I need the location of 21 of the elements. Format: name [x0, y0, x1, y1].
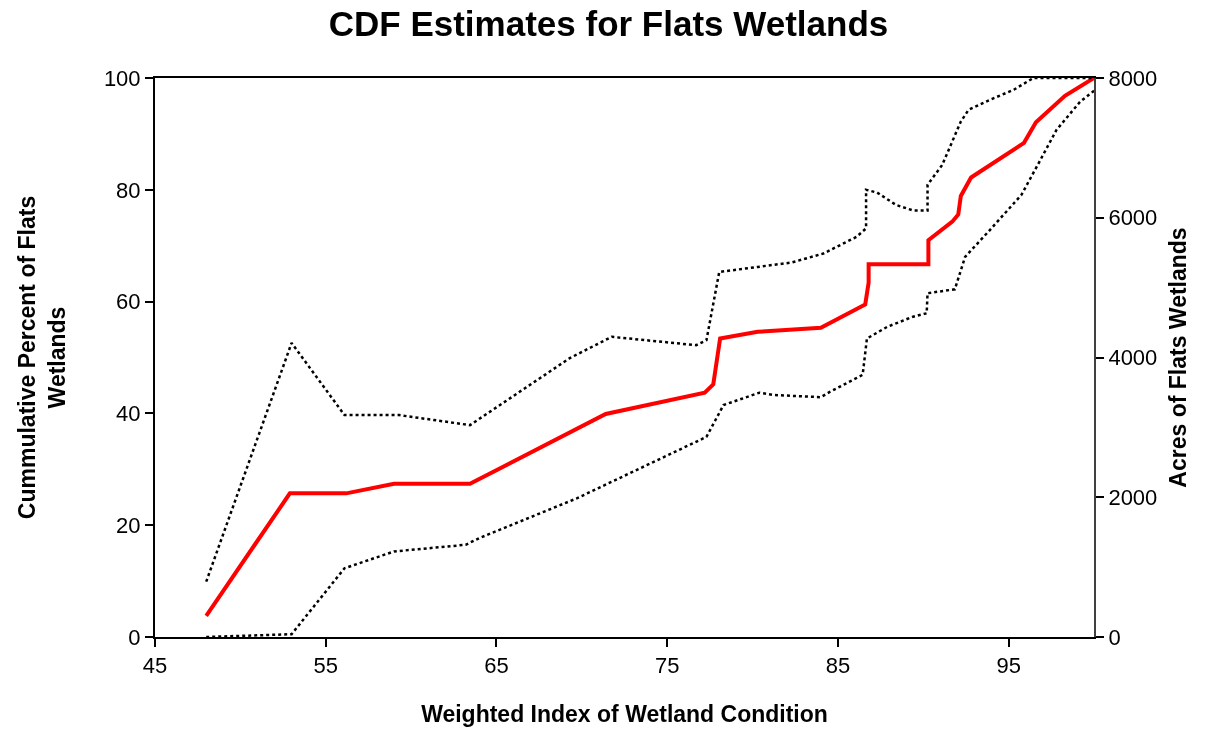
- y-tick-label: 80: [116, 177, 141, 203]
- x-tick-label: 85: [825, 653, 851, 679]
- x-tick-label: 75: [654, 653, 680, 679]
- y-axis-title: Cummulative Percent of Flats Wetlands: [13, 195, 70, 520]
- x-tick-label: 95: [996, 653, 1021, 679]
- x-axis-title: Weighted Index of Wetland Condition: [421, 700, 828, 727]
- x-tick-label: 45: [142, 653, 168, 679]
- x-tick-label: 55: [313, 653, 338, 679]
- y-tick-label: 60: [116, 289, 141, 315]
- y2-axis-title: Acres of Flats Wetlands: [1165, 227, 1192, 488]
- y-tick-label: 0: [128, 624, 141, 650]
- y2-tick-label: 0: [1108, 624, 1121, 650]
- y2-tick-label: 4000: [1108, 345, 1158, 371]
- chart-title: CDF Estimates for Flats Wetlands: [328, 3, 889, 43]
- y-tick-label: 100: [103, 65, 141, 91]
- y2-tick-label: 2000: [1108, 484, 1158, 510]
- y-tick-label: 40: [116, 401, 141, 427]
- y-tick-label: 20: [116, 512, 141, 538]
- y2-tick-label: 8000: [1108, 65, 1158, 91]
- y2-tick-label: 6000: [1108, 205, 1158, 231]
- x-tick-label: 65: [484, 653, 509, 679]
